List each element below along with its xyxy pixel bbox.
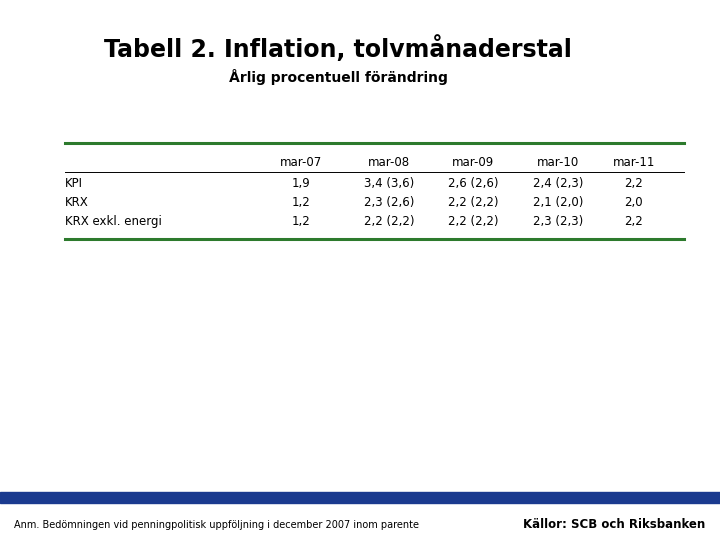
Text: 2,4 (2,3): 2,4 (2,3) [533, 177, 583, 190]
Text: Anm. Bedömningen vid penningpolitisk uppföljning i december 2007 inom parente: Anm. Bedömningen vid penningpolitisk upp… [14, 520, 419, 530]
Text: 2,6 (2,6): 2,6 (2,6) [448, 177, 499, 190]
Text: 2,1 (2,0): 2,1 (2,0) [533, 196, 583, 209]
Bar [0, 492, 720, 503]
Text: Källor: SCB och Riksbanken: Källor: SCB och Riksbanken [523, 518, 706, 531]
Text: 1,2: 1,2 [291, 196, 310, 209]
Text: 1,9: 1,9 [291, 177, 310, 190]
Text: ✦  ✦: ✦ ✦ [647, 23, 662, 28]
Text: KPI: KPI [65, 177, 83, 190]
Text: KRX: KRX [65, 196, 89, 209]
Text: Årlig procentuell förändring: Årlig procentuell förändring [229, 69, 448, 85]
Text: 1,2: 1,2 [291, 215, 310, 228]
Text: 2,2: 2,2 [624, 177, 643, 190]
Text: ✦ ✦ ✦: ✦ ✦ ✦ [644, 15, 665, 21]
Text: 2,2: 2,2 [624, 215, 643, 228]
Text: 2,2 (2,2): 2,2 (2,2) [448, 196, 499, 209]
Text: 2,2 (2,2): 2,2 (2,2) [364, 215, 414, 228]
Text: Tabell 2. Inflation, tolvmånaderstal: Tabell 2. Inflation, tolvmånaderstal [104, 35, 572, 62]
Text: mar-10: mar-10 [537, 156, 579, 168]
Text: 2,3 (2,6): 2,3 (2,6) [364, 196, 414, 209]
Text: 3,4 (3,6): 3,4 (3,6) [364, 177, 414, 190]
Text: SVERIGES
RIKSBANK: SVERIGES RIKSBANK [636, 28, 673, 39]
Text: mar-11: mar-11 [613, 156, 654, 168]
Text: 2,3 (2,3): 2,3 (2,3) [533, 215, 583, 228]
Text: 2,0: 2,0 [624, 196, 643, 209]
Text: KRX exkl. energi: KRX exkl. energi [65, 215, 162, 228]
Text: mar-09: mar-09 [452, 156, 495, 168]
Text: mar-07: mar-07 [279, 156, 322, 168]
Text: mar-08: mar-08 [368, 156, 410, 168]
Text: 2,2 (2,2): 2,2 (2,2) [448, 215, 499, 228]
